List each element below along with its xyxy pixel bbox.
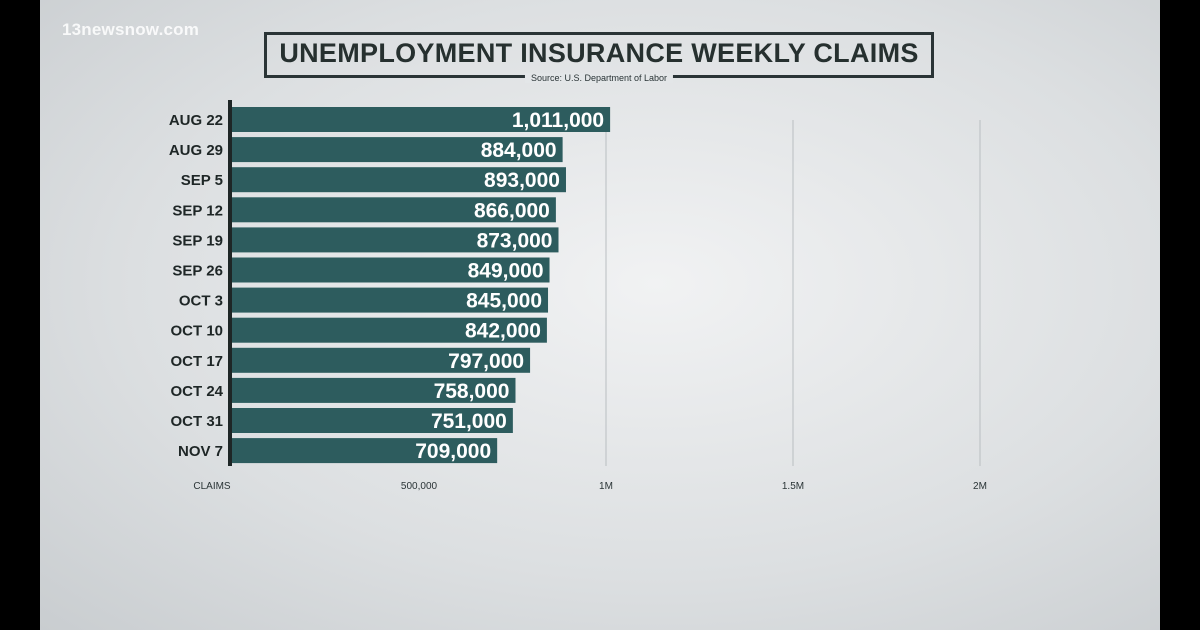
- bar-chart: 1,011,000 AUG 22 884,000 AUG 29 893,000 SEP 5…: [169, 100, 987, 492]
- bar-layer: [232, 107, 611, 464]
- bar-0: [232, 107, 611, 132]
- label-layer: 1,011,000 AUG 22 884,000 AUG 29 893,000 SEP 5…: [169, 109, 604, 463]
- category-label-9: OCT 24: [170, 383, 223, 400]
- category-label-6: OCT 3: [179, 293, 223, 310]
- category-label-5: SEP 26: [172, 263, 223, 280]
- bar-8: [232, 347, 531, 373]
- value-label-1: 884,000: [481, 139, 557, 162]
- value-label-3: 866,000: [474, 199, 550, 222]
- x-tick-label-1: 1M: [599, 481, 613, 492]
- x-tick-label-3: 2M: [973, 481, 987, 492]
- grid-layer: [605, 120, 981, 466]
- bar-7: [232, 317, 547, 343]
- category-label-2: SEP 5: [181, 172, 223, 189]
- value-label-10: 751,000: [431, 410, 507, 433]
- bar-2: [232, 167, 566, 193]
- category-label-4: SEP 19: [172, 232, 223, 249]
- bar-11: [232, 438, 498, 464]
- category-label-11: NOV 7: [178, 443, 223, 460]
- bar-10: [232, 408, 513, 433]
- tick-layer: CLAIMS 500,000 1M 1.5M 2M: [193, 481, 987, 492]
- chart-stage: 13newsnow.com UNEMPLOYMENT INSURANCE WEE…: [40, 0, 1160, 630]
- x-tick-label-0: 500,000: [401, 481, 438, 492]
- value-label-11: 709,000: [415, 440, 491, 463]
- value-label-2: 893,000: [484, 169, 560, 192]
- value-label-9: 758,000: [434, 380, 510, 403]
- x-axis-label: CLAIMS: [193, 481, 231, 492]
- bar-4: [232, 227, 559, 253]
- value-label-7: 842,000: [465, 320, 541, 343]
- value-label-5: 849,000: [468, 260, 544, 283]
- chart-title: UNEMPLOYMENT INSURANCE WEEKLY CLAIMS: [279, 37, 919, 68]
- bar-9: [232, 377, 516, 403]
- bar-5: [232, 257, 550, 283]
- value-label-4: 873,000: [477, 229, 553, 252]
- category-label-0: AUG 22: [169, 112, 223, 129]
- station-watermark: 13newsnow.com: [62, 20, 200, 39]
- category-label-7: OCT 10: [170, 323, 223, 340]
- bar-6: [232, 287, 549, 313]
- category-label-3: SEP 12: [172, 202, 223, 219]
- chart-source: Source: U.S. Department of Labor: [524, 73, 674, 83]
- bar-3: [232, 197, 556, 223]
- value-label-8: 797,000: [448, 350, 524, 373]
- title-box: UNEMPLOYMENT INSURANCE WEEKLY CLAIMS Sou…: [264, 32, 934, 83]
- bar-1: [232, 137, 563, 163]
- category-label-10: OCT 31: [170, 413, 223, 430]
- value-label-6: 845,000: [466, 290, 542, 313]
- value-label-0: 1,011,000: [512, 109, 604, 132]
- category-label-1: AUG 29: [169, 142, 223, 159]
- x-tick-label-2: 1.5M: [782, 481, 804, 492]
- category-label-8: OCT 17: [170, 353, 223, 370]
